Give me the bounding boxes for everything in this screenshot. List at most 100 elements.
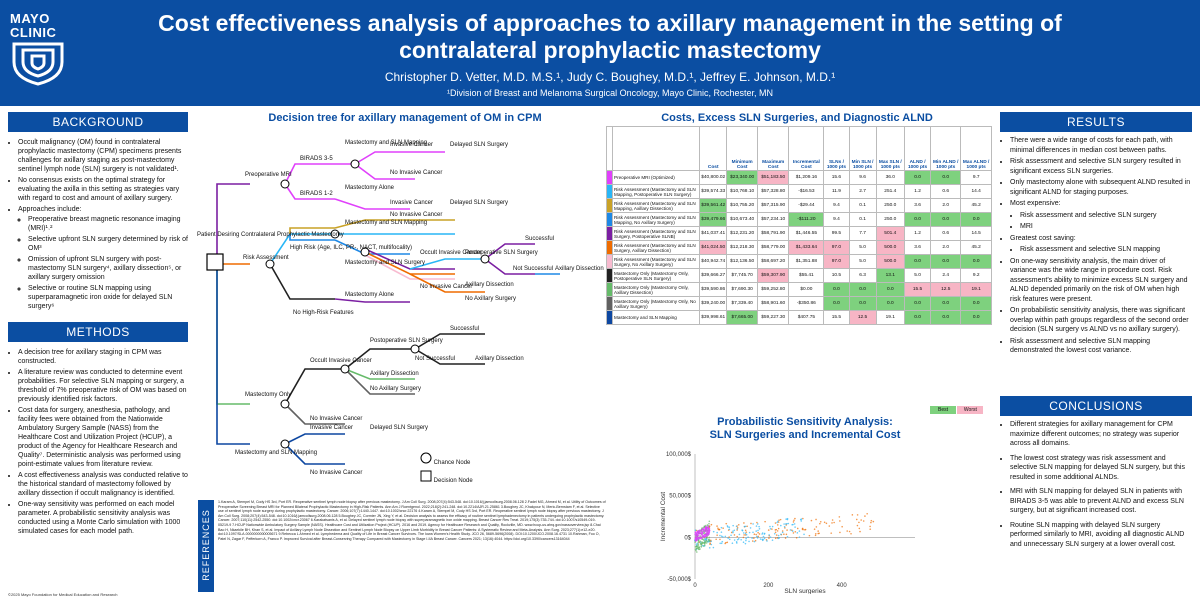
table-row: Mastectomy Only (Mastectomy Only, Axilla… xyxy=(606,282,992,297)
scatter-point xyxy=(757,535,760,538)
scatter-point xyxy=(705,538,708,541)
scatter-point xyxy=(768,534,770,536)
table-cell: $23,340.00 xyxy=(726,170,759,185)
table-cell: $40,942.74 xyxy=(699,254,728,269)
table-cell: 0.0 xyxy=(823,282,850,297)
y-axis-label: Incremental Cost xyxy=(660,492,667,541)
scatter-point xyxy=(699,540,702,542)
scatter-point xyxy=(815,518,817,521)
scatter-point xyxy=(740,538,742,541)
scatter-point xyxy=(795,536,798,539)
scatter-point xyxy=(696,531,699,533)
scatter-point xyxy=(694,537,697,539)
chance-node-icon xyxy=(420,452,432,464)
table-cell: 12.5 xyxy=(848,310,877,325)
scatter-point xyxy=(719,542,721,545)
table-row: Mastectomy and SLN Mapping $39,998.61 $7,6… xyxy=(606,310,992,325)
scatter-point xyxy=(774,529,777,531)
methods-bullet: Cost data for surgery, anesthesia, patho… xyxy=(18,406,188,469)
table-cell: $57,328.80 xyxy=(757,184,790,199)
scatter-point xyxy=(694,532,697,534)
scatter-point xyxy=(866,512,868,515)
scatter-point xyxy=(726,541,729,544)
scatter-point xyxy=(702,545,705,547)
scatter-point xyxy=(743,534,745,536)
scatter-point xyxy=(850,532,852,535)
scatter-point xyxy=(781,530,784,532)
svg-text:Invasive Cancer: Invasive Cancer xyxy=(390,200,433,206)
scatter-point xyxy=(748,540,750,543)
table-cell: $58,791.90 xyxy=(757,226,790,241)
path-name-cell: Mastectomy Only (Mastectomy Only, Postop… xyxy=(611,268,701,283)
results-heading: RESULTS xyxy=(1000,112,1192,132)
path-name-cell: Risk Assessment (Mastectomy and SLN Mapp… xyxy=(611,212,701,227)
tree-legend: Chance Node Decision Node xyxy=(420,452,473,484)
poster-header: MAYO CLINIC Cost effectiveness analysis … xyxy=(0,0,1200,106)
x-tick-label: 400 xyxy=(837,583,848,589)
scatter-point xyxy=(777,527,780,530)
scatter-point xyxy=(697,537,700,540)
table-cell: $39,590.86 xyxy=(699,282,728,297)
scatter-point xyxy=(815,526,818,528)
scatter-point xyxy=(712,530,715,533)
table-row: Mastectomy Only (Mastectomy Only, No Axi… xyxy=(606,296,992,311)
methods-heading: METHODS xyxy=(8,322,188,342)
scatter-point xyxy=(707,524,710,527)
scatter-point xyxy=(758,525,760,528)
scatter-point xyxy=(771,528,773,530)
scatter-point xyxy=(716,531,718,534)
scatter-point xyxy=(742,532,745,534)
scatter-point xyxy=(792,521,795,523)
table-cell: $39,574.33 xyxy=(699,184,728,199)
scatter-point xyxy=(735,541,738,543)
scatter-point xyxy=(789,529,792,531)
table-cell: $59,252.80 xyxy=(757,282,790,297)
table-row: Preoperative MRI (Optimized) $40,800.02 $2… xyxy=(606,170,992,185)
svg-text:No Invasive Cancer: No Invasive Cancer xyxy=(390,212,442,218)
scatter-point xyxy=(838,516,841,518)
scatter-point xyxy=(707,532,709,534)
scatter-point xyxy=(696,551,698,553)
best-worst-legend: Best Worst xyxy=(930,406,984,414)
scatter-point xyxy=(825,522,828,525)
scatter-point xyxy=(774,537,777,540)
table-row: Risk Assessment (Mastectomy and SLN Mapp… xyxy=(606,198,992,213)
scatter-point xyxy=(801,527,804,530)
table-cell: 2.4 xyxy=(930,268,962,283)
scatter-point xyxy=(757,529,759,532)
table-cell: $41,037.41 xyxy=(699,226,728,241)
scatter-point xyxy=(705,534,707,536)
path-name-cell: Mastectomy Only (Mastectomy Only, No Axi… xyxy=(611,296,701,311)
scatter-point xyxy=(697,536,699,539)
scatter-point xyxy=(785,518,787,520)
scatter-point xyxy=(733,534,736,536)
scatter-point xyxy=(785,533,788,536)
scatter-point xyxy=(706,530,709,533)
svg-text:Axillary Dissection: Axillary Dissection xyxy=(555,266,604,272)
scatter-point xyxy=(769,536,772,538)
path-name-cell: Risk Assessment (Mastectomy and SLN Surg… xyxy=(611,226,701,241)
table-cell: 0.0 xyxy=(930,170,962,185)
scatter-point xyxy=(870,521,872,524)
scatter-point xyxy=(846,530,849,532)
scatter-point xyxy=(775,534,778,536)
svg-text:No Invasive Cancer: No Invasive Cancer xyxy=(310,470,362,476)
scatter-point xyxy=(721,540,724,543)
scatter-point xyxy=(774,522,777,524)
methods-bullet: A literature review was conducted to det… xyxy=(18,368,188,404)
table-cell: 250.0 xyxy=(875,198,905,213)
table-cell: 97.0 xyxy=(823,254,850,269)
scatter-point xyxy=(704,524,707,527)
scatter-point xyxy=(750,522,752,525)
scatter-point xyxy=(695,534,697,536)
table-cell: $39,561.42 xyxy=(699,198,728,213)
scatter-point xyxy=(814,532,817,535)
svg-text:Mastectomy and SLN Mapping: Mastectomy and SLN Mapping xyxy=(235,450,317,456)
scatter-point xyxy=(774,531,777,534)
scatter-point xyxy=(745,537,747,540)
scatter-point xyxy=(694,529,697,532)
table-cell: $40,800.02 xyxy=(699,170,728,185)
table-header-cell: Incremental Cost xyxy=(788,126,825,171)
scatter-point xyxy=(694,541,696,544)
scatter-point xyxy=(725,522,728,525)
